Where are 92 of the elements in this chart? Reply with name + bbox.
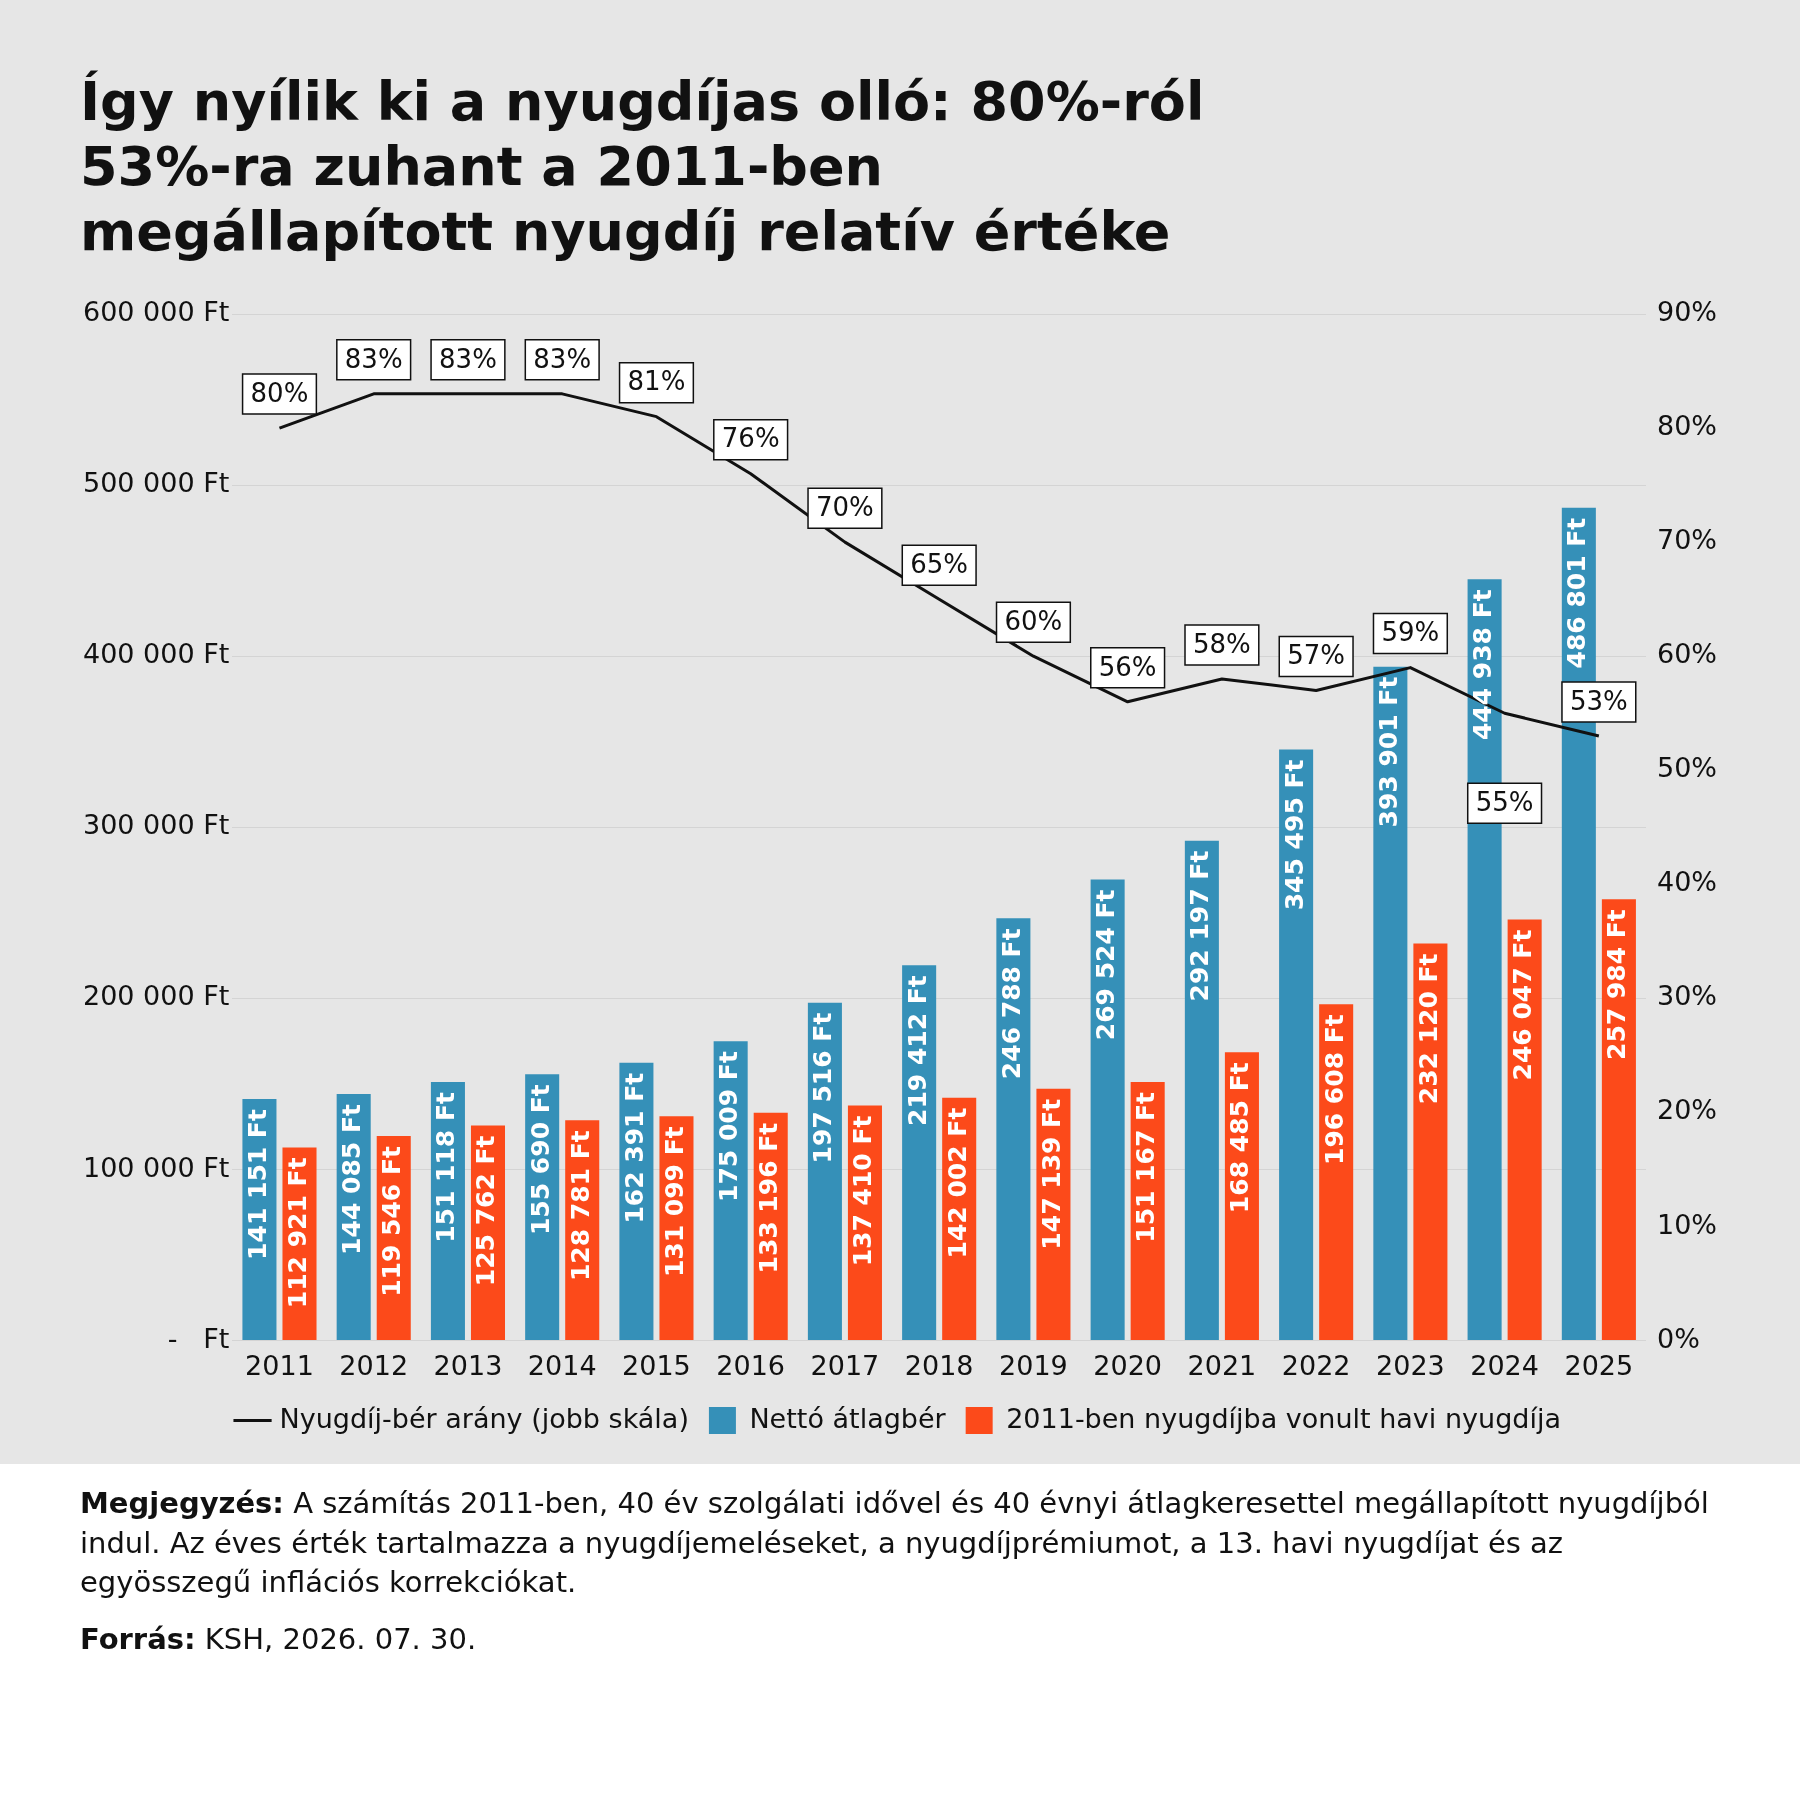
data-label: 197 516 Ft — [808, 1013, 838, 1164]
x-tick-label: 2011 — [245, 1350, 314, 1382]
data-label: 53% — [1569, 686, 1628, 717]
data-label: 59% — [1381, 617, 1440, 648]
x-tick-label: 2025 — [1564, 1350, 1634, 1382]
data-label: 112 921 Ft — [283, 1157, 312, 1309]
x-tick-label: 2021 — [1187, 1350, 1257, 1382]
data-label: 83% — [533, 343, 592, 374]
data-label: 175 009 Ft — [714, 1051, 744, 1203]
data-label: 58% — [1193, 629, 1251, 660]
data-label: 257 984 Ft — [1602, 909, 1632, 1061]
data-label: 83% — [439, 343, 497, 374]
bar — [1413, 943, 1448, 1341]
data-label: 128 781 Ft — [565, 1130, 595, 1282]
y-tick-label: - Ft — [167, 1323, 230, 1355]
y2-tick-label: 40% — [1656, 866, 1717, 898]
bar — [1184, 841, 1219, 1341]
data-label: 444 938 Ft — [1468, 589, 1498, 741]
data-label: 142 002 Ft — [942, 1107, 972, 1259]
data-label: 65% — [910, 549, 969, 580]
data-label: 144 085 Ft — [337, 1104, 367, 1256]
y2-tick-label: 90% — [1656, 296, 1717, 328]
legend-label: 2011-ben nyugdíjba vonult havi nyugdíja — [1006, 1402, 1561, 1434]
data-label: 393 901 Ft — [1373, 676, 1403, 828]
data-label: 345 495 Ft — [1279, 759, 1309, 911]
y2-tick-label: 70% — [1656, 524, 1717, 556]
data-label: 141 151 Ft — [242, 1109, 272, 1261]
x-tick-label: 2024 — [1470, 1350, 1539, 1382]
data-label: 131 099 Ft — [659, 1126, 689, 1278]
data-label: 162 391 Ft — [619, 1073, 649, 1224]
data-label: 269 524 Ft — [1091, 889, 1121, 1041]
data-label: 119 546 Ft — [377, 1146, 407, 1298]
data-label: 60% — [1004, 606, 1063, 637]
text: Megjegyzés: A számítás 2011-ben, 40 év szolgálati idővel és 40 évnyi átlagkeresettel megállapított nyugdíjból indul. Az éves érték tartalmazza a nyugdíjemeléseket, a nyugdíjprémiumot, a 13. havi nyugdíjat és az egyösszegű inflációs korrekciókat. — [80, 1485, 1710, 1601]
bar — [1090, 879, 1125, 1341]
y2-tick-label: 80% — [1656, 410, 1717, 442]
data-label: 57% — [1287, 640, 1346, 671]
y2-tick-label: 0% — [1656, 1323, 1700, 1355]
x-tick-label: 2018 — [904, 1350, 974, 1382]
bar — [1507, 920, 1542, 1341]
data-label: 56% — [1098, 651, 1157, 682]
x-tick-label: 2012 — [339, 1350, 409, 1382]
data-label: 125 762 Ft — [471, 1135, 501, 1287]
chart-title: Így nyílik ki a nyugdíjas olló: 80%-ról 53%-ra zuhant a 2011-ben megállapított nyugdíj relatív értéke — [80, 70, 1206, 265]
x-tick-label: 2013 — [433, 1350, 503, 1382]
data-label: 246 788 Ft — [996, 928, 1026, 1080]
bar — [996, 918, 1031, 1341]
data-label: 246 047 Ft — [1508, 929, 1538, 1081]
data-label: 486 801 Ft — [1562, 518, 1592, 669]
x-tick-label: 2015 — [622, 1350, 691, 1382]
data-label: 80% — [250, 378, 309, 409]
data-label: 155 690 Ft — [525, 1084, 555, 1236]
data-label: 147 139 Ft — [1036, 1099, 1066, 1251]
data-label: 151 167 Ft — [1131, 1092, 1161, 1244]
data-label: 219 412 Ft — [902, 975, 932, 1127]
data-label: 292 197 Ft — [1185, 851, 1215, 1002]
bar — [1601, 899, 1636, 1341]
y-tick-label: 300 000 Ft — [82, 809, 230, 841]
y2-tick-label: 20% — [1656, 1094, 1717, 1126]
data-label: 168 485 Ft — [1225, 1062, 1255, 1214]
x-tick-label: 2022 — [1281, 1350, 1351, 1382]
y2-tick-label: 60% — [1656, 638, 1717, 670]
y-tick-label: 500 000 Ft — [82, 467, 230, 499]
data-label: 196 608 Ft — [1319, 1014, 1349, 1166]
y-tick-label: 600 000 Ft — [82, 296, 230, 328]
x-tick-label: 2023 — [1376, 1350, 1445, 1382]
text: Forrás: KSH, 2026. 07. 30. — [80, 1620, 478, 1658]
data-label: 137 410 Ft — [848, 1115, 878, 1267]
y-tick-label: 100 000 Ft — [82, 1151, 230, 1183]
data-label: 133 196 Ft — [754, 1123, 784, 1274]
data-label: 76% — [721, 423, 780, 454]
legend-label: Nettó átlagbér — [749, 1402, 947, 1434]
x-tick-label: 2019 — [999, 1350, 1068, 1382]
y2-tick-label: 30% — [1656, 980, 1717, 1012]
legend-label: Nyugdíj-bér arány (jobb skála) — [279, 1402, 689, 1434]
x-tick-label: 2020 — [1093, 1350, 1163, 1382]
x-tick-label: 2014 — [527, 1350, 597, 1382]
x-tick-label: 2017 — [810, 1350, 880, 1382]
data-label: 70% — [816, 492, 874, 523]
y2-tick-label: 50% — [1656, 752, 1717, 784]
x-tick-label: 2016 — [716, 1350, 786, 1382]
data-label: 55% — [1475, 787, 1534, 818]
y2-tick-label: 10% — [1656, 1208, 1717, 1240]
bar — [902, 965, 937, 1341]
y-tick-label: 400 000 Ft — [82, 638, 230, 670]
data-label: 151 118 Ft — [431, 1092, 461, 1244]
bar — [1373, 667, 1408, 1341]
data-label: 83% — [344, 343, 403, 374]
data-label: 81% — [627, 366, 686, 397]
bar — [1279, 749, 1314, 1341]
y-tick-label: 200 000 Ft — [82, 980, 230, 1012]
data-label: 232 120 Ft — [1413, 953, 1443, 1105]
